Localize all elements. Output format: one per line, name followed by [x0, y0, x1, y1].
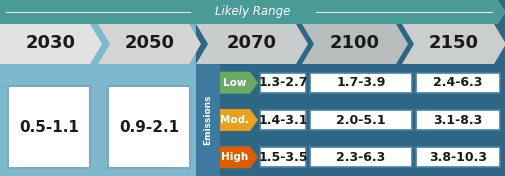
FancyBboxPatch shape — [415, 73, 499, 93]
Polygon shape — [0, 0, 195, 176]
Polygon shape — [301, 24, 407, 64]
FancyBboxPatch shape — [310, 110, 411, 130]
Polygon shape — [220, 72, 258, 94]
Polygon shape — [195, 24, 308, 64]
FancyBboxPatch shape — [8, 86, 90, 168]
FancyBboxPatch shape — [260, 147, 306, 167]
FancyBboxPatch shape — [0, 0, 497, 24]
Text: 2030: 2030 — [26, 34, 76, 52]
Text: 1.7-3.9: 1.7-3.9 — [336, 76, 385, 89]
Text: 2150: 2150 — [428, 34, 478, 52]
Text: 2.3-6.3: 2.3-6.3 — [336, 151, 385, 164]
Text: High: High — [221, 152, 248, 162]
Text: 2100: 2100 — [329, 34, 379, 52]
Text: Mod.: Mod. — [220, 115, 249, 125]
Text: 0.5-1.1: 0.5-1.1 — [19, 120, 79, 134]
Text: 2.0-5.1: 2.0-5.1 — [335, 114, 385, 127]
Text: Emissions: Emissions — [203, 95, 212, 145]
Text: 1.4-3.1: 1.4-3.1 — [258, 114, 307, 127]
FancyBboxPatch shape — [415, 110, 499, 130]
Polygon shape — [0, 24, 102, 64]
Polygon shape — [98, 24, 200, 64]
FancyBboxPatch shape — [260, 73, 306, 93]
Text: 1.3-2.7: 1.3-2.7 — [258, 76, 307, 89]
Text: 3.1-8.3: 3.1-8.3 — [432, 114, 482, 127]
FancyBboxPatch shape — [310, 73, 411, 93]
FancyBboxPatch shape — [195, 64, 220, 176]
Polygon shape — [497, 0, 505, 24]
Polygon shape — [220, 109, 258, 131]
Polygon shape — [401, 24, 505, 64]
Text: 3.8-10.3: 3.8-10.3 — [428, 151, 486, 164]
Text: Low: Low — [223, 78, 246, 88]
Text: 2.4-6.3: 2.4-6.3 — [432, 76, 482, 89]
Text: Likely Range: Likely Range — [215, 5, 290, 18]
Text: 0.9-2.1: 0.9-2.1 — [119, 120, 179, 134]
FancyBboxPatch shape — [310, 147, 411, 167]
Text: 1.5-3.5: 1.5-3.5 — [258, 151, 307, 164]
FancyBboxPatch shape — [415, 147, 499, 167]
Text: 2050: 2050 — [124, 34, 174, 52]
FancyBboxPatch shape — [108, 86, 189, 168]
Polygon shape — [195, 0, 505, 176]
FancyBboxPatch shape — [260, 110, 306, 130]
Text: 2070: 2070 — [227, 34, 276, 52]
Polygon shape — [220, 146, 258, 168]
